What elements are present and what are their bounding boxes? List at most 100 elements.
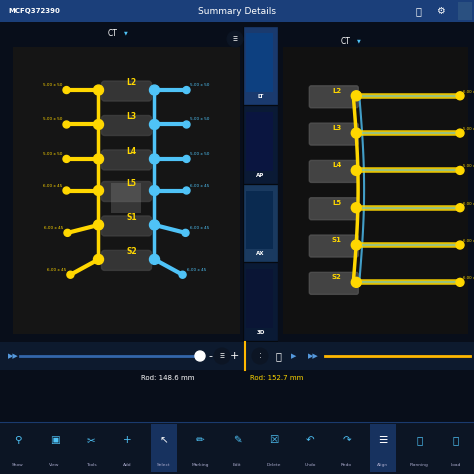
Text: L5: L5 <box>332 200 341 206</box>
FancyBboxPatch shape <box>310 86 358 108</box>
Text: 6.00 x 45: 6.00 x 45 <box>191 183 210 188</box>
Text: +: + <box>123 435 132 445</box>
Text: ⚲: ⚲ <box>14 435 22 445</box>
Text: ⓘ: ⓘ <box>415 6 421 16</box>
Circle shape <box>351 240 361 250</box>
Text: 6.00 x 45: 6.00 x 45 <box>463 202 474 206</box>
Text: L2: L2 <box>332 88 341 94</box>
Text: ⧉: ⧉ <box>275 351 281 361</box>
Circle shape <box>149 119 159 129</box>
Bar <box>278 27 470 342</box>
Text: 6.00 x 50: 6.00 x 50 <box>463 90 474 94</box>
Bar <box>244 184 277 261</box>
Circle shape <box>182 229 189 237</box>
Text: 5.00 x 50: 5.00 x 50 <box>191 152 210 156</box>
Text: 5.00 x 50: 5.00 x 50 <box>191 118 210 121</box>
Circle shape <box>456 166 464 174</box>
Text: 5.00 x 50: 5.00 x 50 <box>191 83 210 87</box>
Bar <box>244 106 277 182</box>
Bar <box>151 424 177 472</box>
Text: ↖: ↖ <box>160 435 168 445</box>
Text: L3: L3 <box>332 125 341 131</box>
Circle shape <box>456 204 464 212</box>
Circle shape <box>149 154 159 164</box>
FancyBboxPatch shape <box>101 116 152 136</box>
Circle shape <box>183 121 190 128</box>
Text: S1: S1 <box>331 237 341 243</box>
Text: View: View <box>49 463 60 466</box>
Circle shape <box>63 121 70 128</box>
Bar <box>283 47 468 334</box>
Circle shape <box>351 128 361 138</box>
Text: LT: LT <box>257 94 264 99</box>
Text: Planning: Planning <box>410 463 429 466</box>
Bar <box>0 22 474 422</box>
FancyBboxPatch shape <box>101 81 152 101</box>
Circle shape <box>183 155 190 163</box>
Bar <box>246 269 273 328</box>
Text: 5.00 x 50: 5.00 x 50 <box>43 118 63 121</box>
Text: S2: S2 <box>127 247 137 256</box>
Text: ⚙: ⚙ <box>436 6 444 16</box>
Circle shape <box>93 154 103 164</box>
Circle shape <box>63 87 70 93</box>
FancyBboxPatch shape <box>310 198 358 220</box>
Circle shape <box>93 220 103 230</box>
Text: -: - <box>208 351 212 361</box>
FancyBboxPatch shape <box>101 182 152 201</box>
Text: L4: L4 <box>332 163 341 168</box>
Text: 6.00 x 45: 6.00 x 45 <box>44 226 64 230</box>
Bar <box>246 33 273 92</box>
Text: Load: Load <box>451 463 461 466</box>
Bar <box>0 342 474 370</box>
Bar <box>13 47 240 334</box>
Bar <box>111 183 142 213</box>
Text: MCFQ372390: MCFQ372390 <box>8 8 60 14</box>
FancyBboxPatch shape <box>101 216 152 236</box>
FancyBboxPatch shape <box>310 235 358 257</box>
Text: Tools: Tools <box>86 463 96 466</box>
Bar <box>0 0 474 22</box>
Circle shape <box>456 241 464 249</box>
Text: ✎: ✎ <box>233 435 241 445</box>
Text: S1: S1 <box>127 213 137 222</box>
Circle shape <box>93 185 103 195</box>
Text: ▼: ▼ <box>124 30 128 36</box>
Text: ￮: ￮ <box>416 435 423 445</box>
Circle shape <box>252 348 268 364</box>
Text: 6.00 x 45: 6.00 x 45 <box>43 183 63 188</box>
Text: L5: L5 <box>127 179 137 188</box>
FancyBboxPatch shape <box>101 250 152 270</box>
Text: Show: Show <box>12 463 24 466</box>
Circle shape <box>93 85 103 95</box>
Text: ☰: ☰ <box>233 36 237 42</box>
Text: +: + <box>229 351 239 361</box>
Text: ✏: ✏ <box>196 435 205 445</box>
FancyBboxPatch shape <box>310 123 358 145</box>
Text: Edit: Edit <box>233 463 241 466</box>
Text: ▣: ▣ <box>50 435 59 445</box>
FancyBboxPatch shape <box>310 273 358 294</box>
Text: ☰: ☰ <box>219 354 224 358</box>
Text: 5.00 x 50: 5.00 x 50 <box>43 83 63 87</box>
Text: ↷: ↷ <box>342 435 351 445</box>
Text: Align: Align <box>377 463 389 466</box>
Bar <box>458 2 472 20</box>
Text: 6.00 x 45: 6.00 x 45 <box>47 268 66 272</box>
Text: 6.00 x 45: 6.00 x 45 <box>463 276 474 280</box>
Bar <box>246 191 273 249</box>
Circle shape <box>351 203 361 213</box>
Text: ▼: ▼ <box>357 38 361 44</box>
Circle shape <box>63 155 70 163</box>
Text: ⤒: ⤒ <box>453 435 459 445</box>
Circle shape <box>351 165 361 175</box>
Text: ▶▶: ▶▶ <box>8 353 19 359</box>
Text: ▶: ▶ <box>292 353 297 359</box>
Text: ☒: ☒ <box>269 435 278 445</box>
Text: Marking: Marking <box>192 463 209 466</box>
Bar <box>0 422 474 474</box>
Text: 5.00 x 50: 5.00 x 50 <box>463 127 474 131</box>
Text: 6.00 x 45: 6.00 x 45 <box>190 226 209 230</box>
Circle shape <box>179 271 186 278</box>
Circle shape <box>183 87 190 93</box>
